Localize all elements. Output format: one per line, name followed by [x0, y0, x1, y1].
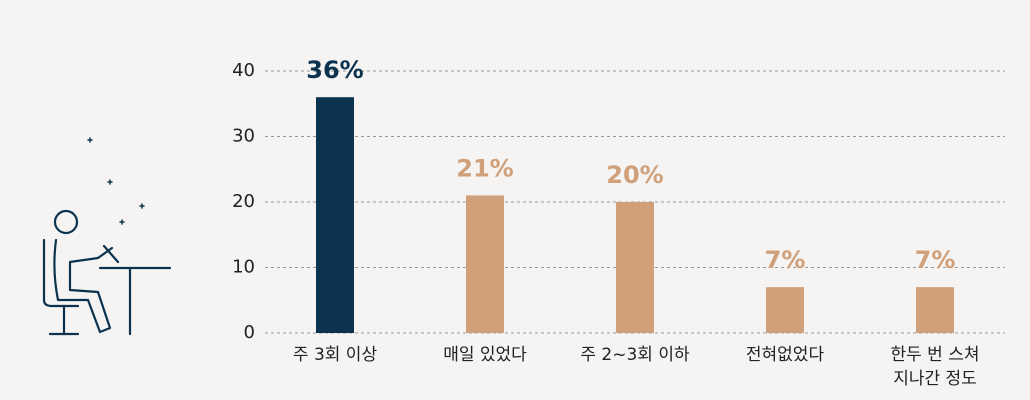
x-tick-label: 매일 있었다 — [443, 345, 527, 365]
y-tick-label: 40 — [232, 60, 255, 81]
x-tick-label: 한두 번 스쳐 지나간 정도 — [890, 345, 980, 389]
bar — [616, 202, 654, 333]
bar — [916, 287, 954, 333]
x-tick-label: 주 3회 이상 — [292, 345, 378, 365]
y-tick-label: 20 — [232, 191, 255, 212]
bar — [766, 287, 804, 333]
value-label: 20% — [606, 161, 663, 189]
y-tick-label: 30 — [232, 126, 255, 147]
study-icon — [42, 137, 172, 336]
value-label: 7% — [915, 246, 956, 274]
bar — [316, 97, 354, 333]
value-label: 36% — [306, 56, 363, 84]
y-tick-label: 0 — [244, 322, 255, 343]
y-tick-label: 10 — [232, 257, 255, 278]
value-label: 7% — [765, 246, 806, 274]
x-tick-label: 주 2~3회 이하 — [580, 345, 690, 365]
x-tick-label: 전혀없었다 — [745, 345, 825, 365]
bar — [466, 195, 504, 333]
value-label: 21% — [456, 154, 513, 182]
